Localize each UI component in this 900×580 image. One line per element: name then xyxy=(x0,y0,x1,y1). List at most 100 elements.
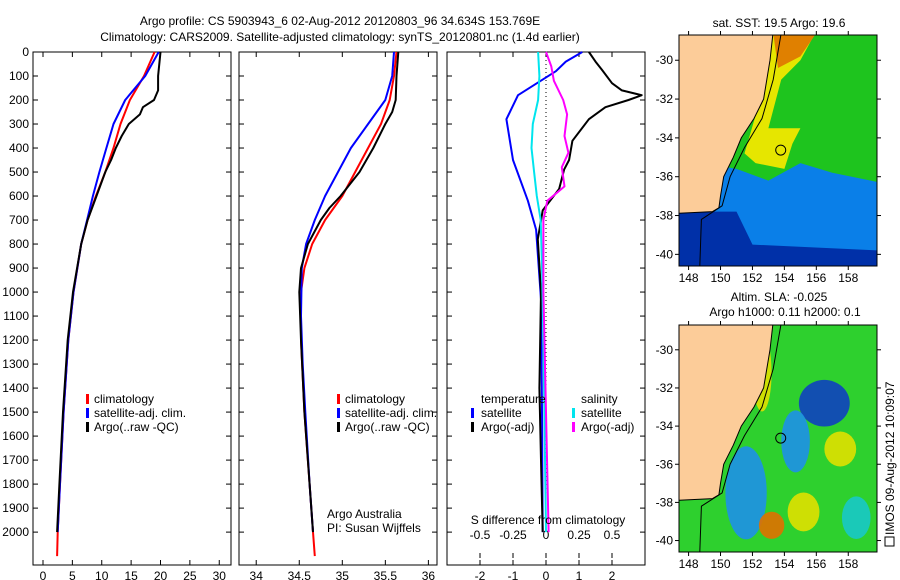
footer-stamp-text: IMOS 09-Aug-2012 10:09:07 xyxy=(883,381,897,535)
s-tick-label: 0 xyxy=(543,528,550,542)
footer-stamp: IMOS 09-Aug-2012 10:09:07 xyxy=(883,381,897,547)
map-x-tick-label: 150 xyxy=(711,271,731,285)
x-tick-label: 10 xyxy=(95,569,109,580)
annotation-line1: Argo Australia xyxy=(327,507,402,521)
x-tick-label: -1 xyxy=(508,569,519,580)
map-x-tick-label: 158 xyxy=(838,271,858,285)
series-line-s-argo-adj- xyxy=(542,51,570,533)
shelf-contour xyxy=(699,35,782,266)
map-x-tick-label: 148 xyxy=(679,271,699,285)
series-line-t-satellite xyxy=(505,51,583,533)
y-tick-label: 1400 xyxy=(2,381,29,395)
map-y-tick-label: -38 xyxy=(656,209,674,223)
y-tick-label: 900 xyxy=(9,261,29,275)
y-tick-label: 1000 xyxy=(2,285,29,299)
legend-label: Argo(..raw -QC) xyxy=(94,420,179,434)
map-y-tick-label: -36 xyxy=(656,170,674,184)
y-tick-label: 1600 xyxy=(2,429,29,443)
map-y-tick-label: -32 xyxy=(656,381,674,395)
plot-frame xyxy=(238,51,438,566)
sla-anomaly xyxy=(781,410,810,473)
sla-map-title-line1: Altim. SLA: -0.025 xyxy=(731,290,828,304)
x-tick-label: 1 xyxy=(576,569,583,580)
legend-swatch-t-argo xyxy=(471,422,474,432)
sst-deep-cold xyxy=(679,211,877,266)
map-y-tick-label: -32 xyxy=(656,92,674,106)
legend-title-temperature: temperature xyxy=(481,392,546,406)
map-x-tick-label: 156 xyxy=(806,557,826,571)
legend-label: satellite-adj. clim. xyxy=(345,406,437,420)
series-line-t-argo-adj- xyxy=(536,51,643,533)
x-tick-label: 0 xyxy=(543,569,550,580)
map-field xyxy=(679,325,877,552)
y-tick-label: 2000 xyxy=(2,525,29,539)
y-tick-label: 400 xyxy=(9,141,29,155)
map-x-tick-label: 152 xyxy=(742,557,762,571)
shelf-contour xyxy=(699,325,782,552)
x-tick-label: 30 xyxy=(213,569,227,580)
sst-map: 148 150 152 154 156 158 -30 -32 -34 -36 -38 -40 xyxy=(656,31,881,285)
title-line2: Climatology: CARS2009. Satellite-adjuste… xyxy=(100,30,580,44)
y-tick-label: 600 xyxy=(9,189,29,203)
legend-swatch-climatology xyxy=(337,394,340,404)
series-line-s-satellite xyxy=(530,51,547,533)
x-tick-label: 36 xyxy=(422,569,436,580)
imos-logo-icon xyxy=(884,536,895,547)
sla-anomaly xyxy=(841,496,871,540)
map-x-tick-label: 154 xyxy=(774,271,794,285)
map-frame xyxy=(678,34,878,267)
map-y-tick-label: -40 xyxy=(656,247,674,261)
float-position-marker xyxy=(775,144,787,156)
map-x-tick-label: 152 xyxy=(742,271,762,285)
legend-label: climatology xyxy=(345,392,405,406)
legend-swatch-satellite xyxy=(337,408,340,418)
legend-swatch-climatology xyxy=(86,394,89,404)
legend-swatch-argo xyxy=(86,422,89,432)
y-tick-label: 1100 xyxy=(3,309,29,323)
difference-legend: temperature salinity satellite Argo(-adj… xyxy=(471,392,635,527)
legend-label: Argo(-adj) xyxy=(481,420,534,434)
x-tick-label: 5 xyxy=(69,569,76,580)
sst-hot-spot xyxy=(773,35,816,68)
s-tick-label: 0.25 xyxy=(567,528,591,542)
s-tick-label: -0.25 xyxy=(499,528,527,542)
legend-label: satellite xyxy=(581,406,622,420)
map-y-tick-label: -30 xyxy=(656,53,674,67)
map-y-tick-label: -30 xyxy=(656,343,674,357)
sla-anomaly xyxy=(758,511,785,539)
map-field xyxy=(679,35,877,266)
x-tick-label: -2 xyxy=(475,569,486,580)
temperature-legend: climatology satellite-adj. clim. Argo(..… xyxy=(86,392,186,434)
series-line-argo-raw-qc- xyxy=(298,51,400,533)
s-tick-label: 0.5 xyxy=(604,528,621,542)
sst-front-warm xyxy=(744,35,815,169)
y-tick-label: 1800 xyxy=(2,477,29,491)
x-tick-label: 25 xyxy=(183,569,197,580)
sla-map: 148 150 152 154 156 158 -30 -32 -34 -36 -38 -40 xyxy=(656,321,881,571)
plot-frame xyxy=(32,51,232,566)
legend-swatch-s-argo xyxy=(572,422,575,432)
y-tick-label: 800 xyxy=(9,237,29,251)
x-tick-label: 34 xyxy=(250,569,264,580)
map-y-tick-label: -34 xyxy=(656,131,674,145)
legend-title-salinity: salinity xyxy=(581,392,618,406)
salinity-legend: climatology satellite-adj. clim. Argo(..… xyxy=(327,392,437,535)
map-x-tick-label: 158 xyxy=(838,557,858,571)
y-tick-label: 1300 xyxy=(2,357,29,371)
annotation-line2: PI: Susan Wijffels xyxy=(327,521,421,535)
map-y-tick-label: -36 xyxy=(656,457,674,471)
map-x-tick-label: 150 xyxy=(711,557,731,571)
temperature-panel: 0100200300400500600700800900100011001200… xyxy=(2,45,232,580)
map-x-tick-label: 154 xyxy=(774,557,794,571)
x-tick-label: 0 xyxy=(40,569,47,580)
legend-label: climatology xyxy=(94,392,154,406)
map-y-tick-label: -38 xyxy=(656,495,674,509)
y-tick-label: 1700 xyxy=(2,453,29,467)
legend-swatch-t-satellite xyxy=(471,408,474,418)
y-tick-label: 200 xyxy=(9,93,29,107)
series-line-argo-raw-qc- xyxy=(56,51,162,533)
legend-swatch-s-satellite xyxy=(572,408,575,418)
